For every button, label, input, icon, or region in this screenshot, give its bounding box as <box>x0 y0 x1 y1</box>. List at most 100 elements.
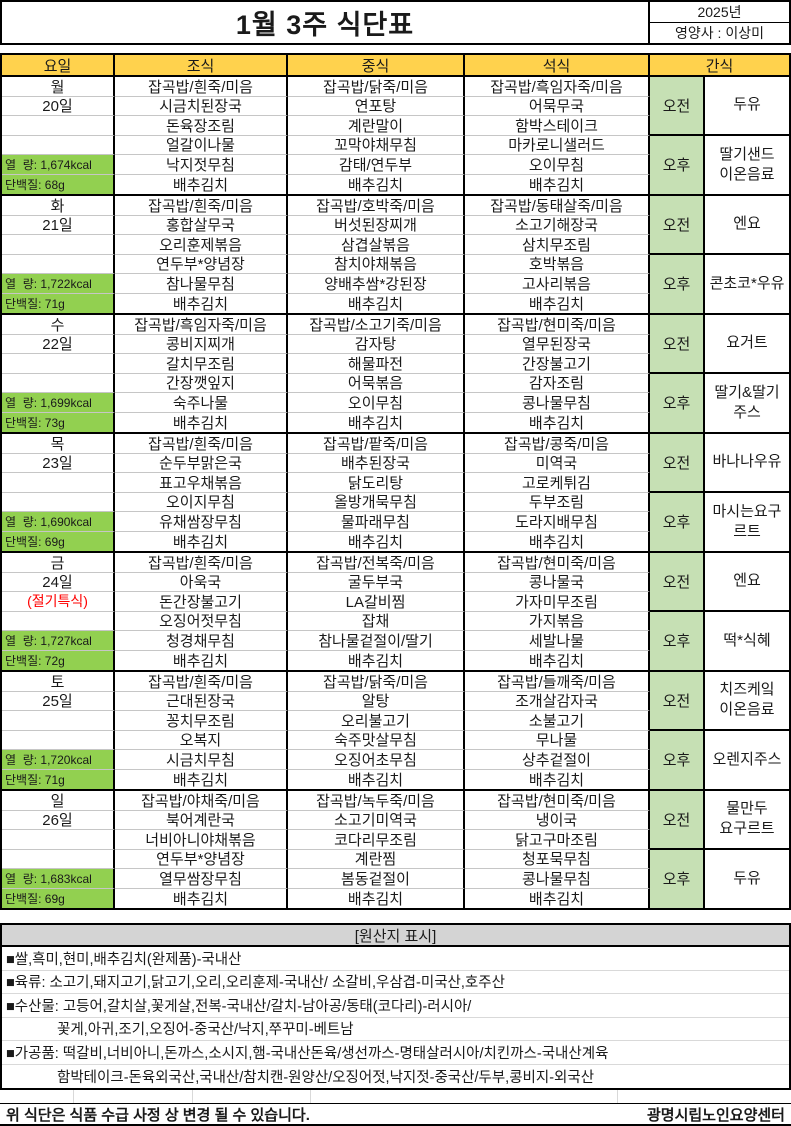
lunch-item: 오징어초무침 <box>288 750 465 770</box>
dinner-item: 배추김치 <box>465 174 650 194</box>
day-name: 목 <box>2 434 115 454</box>
lunch-item: 오이무침 <box>288 393 465 413</box>
snack-am-value: 엔요 <box>705 196 789 255</box>
lunch-item: 코다리무조림 <box>288 830 465 850</box>
dinner-item: 배추김치 <box>465 412 650 432</box>
page-title: 1월 3주 식단표 <box>0 0 650 45</box>
breakfast-item: 배추김치 <box>115 531 288 551</box>
calorie-value: 열 량: 1,690kcal <box>2 512 115 532</box>
snack-am-label: 오전 <box>650 434 705 493</box>
calorie-value: 열 량: 1,683kcal <box>2 869 115 889</box>
day-block: 일 26일 열 량: 1,683kcal 단백질: 69g 잡곡밥/야채죽/미음… <box>2 791 789 908</box>
dinner-item: 잡곡밥/들깨죽/미음 <box>465 672 650 692</box>
lunch-item: 참치야채볶음 <box>288 254 465 274</box>
lunch-item: 알탕 <box>288 691 465 711</box>
lunch-item: 잡채 <box>288 611 465 631</box>
dinner-item: 소고기해장국 <box>465 215 650 235</box>
day-empty <box>2 492 115 512</box>
day-note <box>2 711 115 731</box>
dinner-item: 열무된장국 <box>465 334 650 354</box>
breakfast-item: 배추김치 <box>115 174 288 194</box>
snack-pm-label: 오후 <box>650 135 705 194</box>
lunch-item: 배추김치 <box>288 293 465 313</box>
day-date: 25일 <box>2 691 115 711</box>
origin-row-seafood-cont: 꽃게,아귀,조기,오징어-중국산/낙지,쭈꾸미-베트남 <box>2 1018 789 1041</box>
dinner-item: 두부조림 <box>465 492 650 512</box>
breakfast-item: 잡곡밥/흰죽/미음 <box>115 672 288 692</box>
breakfast-item: 홍합살무국 <box>115 215 288 235</box>
breakfast-item: 잡곡밥/야채죽/미음 <box>115 791 288 811</box>
snack-pm-label: 오후 <box>650 254 705 313</box>
day-name: 일 <box>2 791 115 811</box>
lunch-item: 어묵볶음 <box>288 373 465 393</box>
snack-am-value: 바나나우유 <box>705 434 789 493</box>
day-empty <box>2 611 115 631</box>
dinner-item: 세발나물 <box>465 631 650 651</box>
dinner-item: 배추김치 <box>465 531 650 551</box>
day-date: 21일 <box>2 215 115 235</box>
dinner-item: 배추김치 <box>465 888 650 908</box>
breakfast-item: 시금치된장국 <box>115 96 288 116</box>
protein-value: 단백질: 69g <box>2 888 115 908</box>
lunch-item: 잡곡밥/팥죽/미음 <box>288 434 465 454</box>
meta-box: 2025년 영양사 : 이상미 <box>650 0 791 45</box>
header-day: 요일 <box>2 55 115 76</box>
breakfast-item: 청경채무침 <box>115 631 288 651</box>
lunch-item: 참나물겉절이/딸기 <box>288 631 465 651</box>
breakfast-item: 숙주나물 <box>115 393 288 413</box>
nutritionist-label: 영양사 : 이상미 <box>675 25 764 41</box>
lunch-item: 잡곡밥/닭죽/미음 <box>288 77 465 97</box>
dinner-item: 미역국 <box>465 453 650 473</box>
protein-value: 단백질: 73g <box>2 412 115 432</box>
day-date: 23일 <box>2 453 115 473</box>
breakfast-item: 근대된장국 <box>115 691 288 711</box>
origin-row-rice: ■쌀,흑미,현미,배추김치(완제품)-국내산 <box>2 947 789 971</box>
lunch-item: 양배추쌈*강된장 <box>288 274 465 294</box>
dinner-item: 고사리볶음 <box>465 274 650 294</box>
dinner-item: 마카로니샐러드 <box>465 135 650 155</box>
dinner-item: 상추겉절이 <box>465 750 650 770</box>
snack-pm-value: 두유 <box>733 869 761 887</box>
dinner-item: 잡곡밥/현미죽/미음 <box>465 315 650 335</box>
breakfast-item: 아욱국 <box>115 572 288 592</box>
breakfast-item: 배추김치 <box>115 293 288 313</box>
snack-pm-value: 콘초코*우유 <box>709 274 785 292</box>
snack-pm-value: 마시는요구 르트 <box>712 502 782 540</box>
lunch-item: 배추김치 <box>288 174 465 194</box>
table-header-row: 요일 조식 중식 석식 간식 <box>2 55 789 77</box>
lunch-item: 물파래무침 <box>288 512 465 532</box>
lunch-item: 계란찜 <box>288 849 465 869</box>
day-name: 수 <box>2 315 115 335</box>
dinner-item: 잡곡밥/현미죽/미음 <box>465 553 650 573</box>
dinner-item: 도라지배무침 <box>465 512 650 532</box>
breakfast-item: 유채쌈장무침 <box>115 512 288 532</box>
lunch-item: 배추김치 <box>288 412 465 432</box>
dinner-item: 삼치무조림 <box>465 235 650 255</box>
breakfast-item: 배추김치 <box>115 650 288 670</box>
day-date: 20일 <box>2 96 115 116</box>
breakfast-item: 시금치무침 <box>115 750 288 770</box>
lunch-item: 잡곡밥/닭죽/미음 <box>288 672 465 692</box>
day-date: 22일 <box>2 334 115 354</box>
dinner-item: 감자조림 <box>465 373 650 393</box>
calorie-value: 열 량: 1,722kcal <box>2 274 115 294</box>
lunch-item: 배추된장국 <box>288 453 465 473</box>
lunch-item: 잡곡밥/호박죽/미음 <box>288 196 465 216</box>
lunch-item: 배추김치 <box>288 888 465 908</box>
header-lunch: 중식 <box>288 55 465 76</box>
snack-pm-value: 딸기샌드 이온음료 <box>719 145 775 183</box>
lunch-item: 숙주맛살무침 <box>288 730 465 750</box>
calorie-value: 열 량: 1,720kcal <box>2 750 115 770</box>
lunch-item: 감자탕 <box>288 334 465 354</box>
snack-pm-value: 떡*식혜 <box>723 631 771 649</box>
dinner-item: 호박볶음 <box>465 254 650 274</box>
breakfast-item: 돈육장조림 <box>115 116 288 136</box>
day-name: 월 <box>2 77 115 97</box>
origin-section: [원산지 표시] ■쌀,흑미,현미,배추김치(완제품)-국내산 ■육류: 소고기… <box>0 923 791 1090</box>
day-block: 화 21일 열 량: 1,722kcal 단백질: 71g 잡곡밥/흰죽/미음 … <box>2 196 789 315</box>
dinner-item: 가지볶음 <box>465 611 650 631</box>
day-note: (절기특식) <box>2 592 115 612</box>
calorie-value: 열 량: 1,727kcal <box>2 631 115 651</box>
day-block: 수 22일 열 량: 1,699kcal 단백질: 73g 잡곡밥/흑임자죽/미… <box>2 315 789 434</box>
breakfast-item: 오징어젓무침 <box>115 611 288 631</box>
